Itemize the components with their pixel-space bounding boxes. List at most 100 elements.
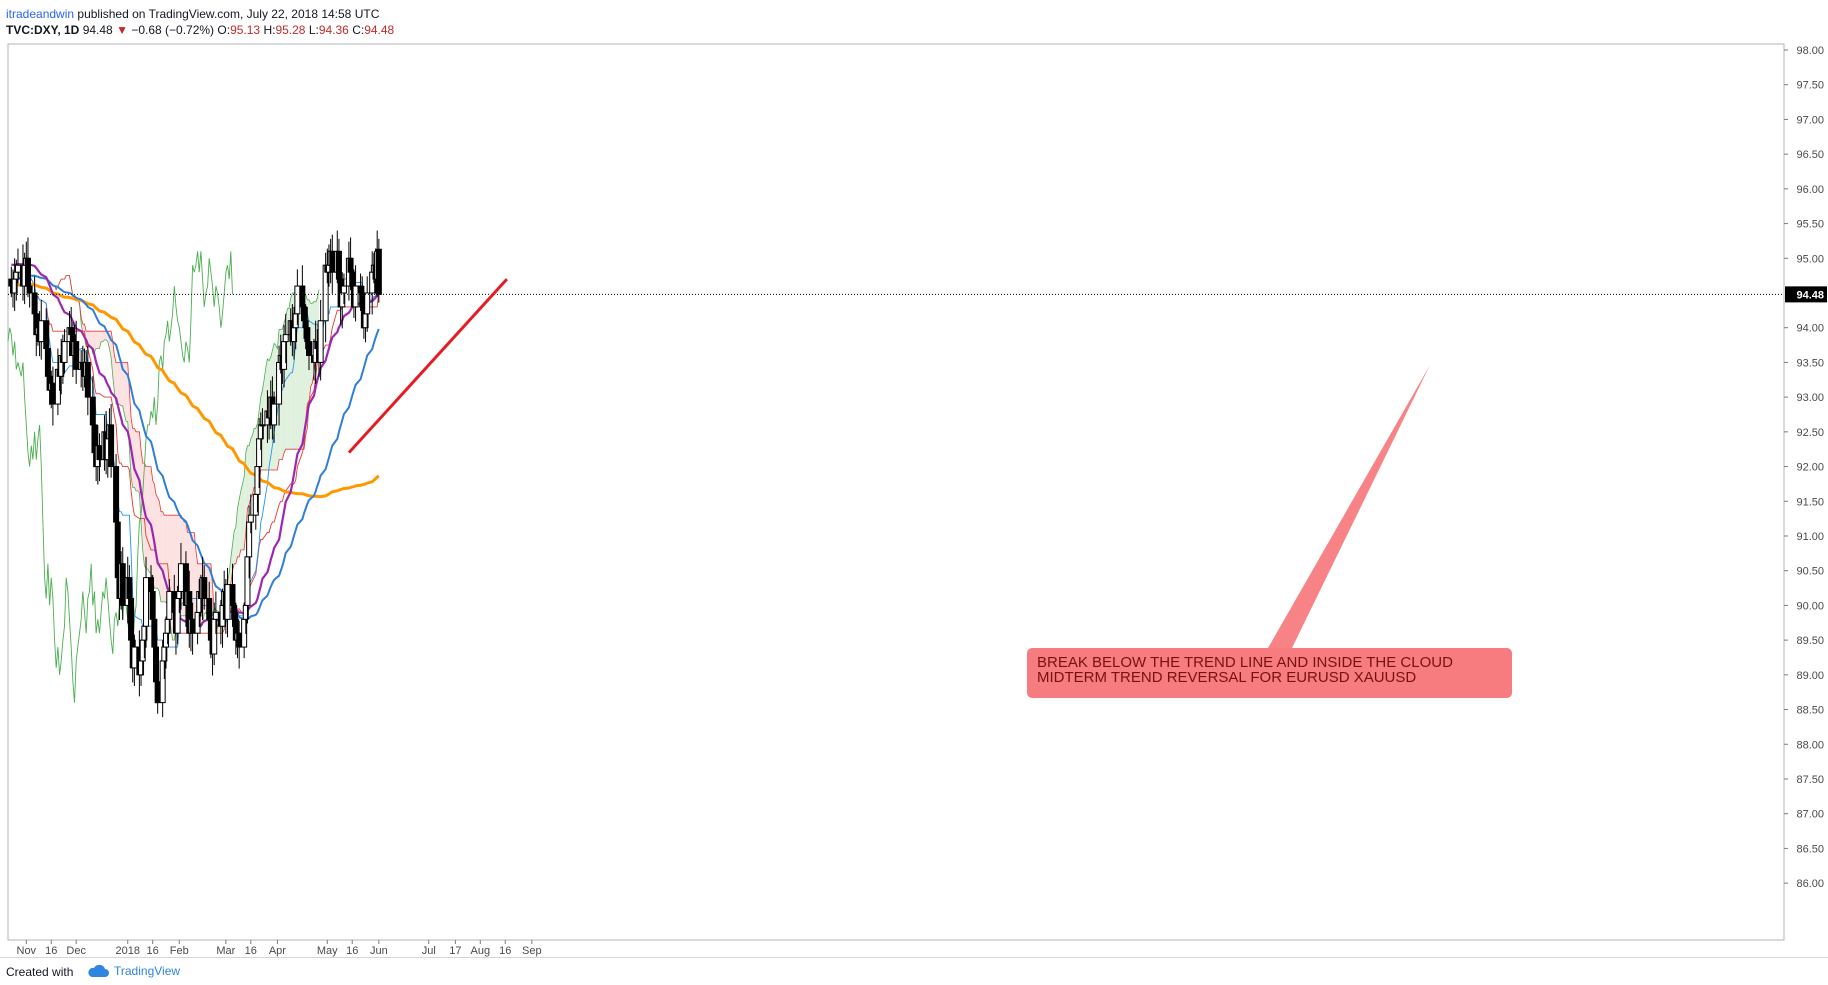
candles xyxy=(8,230,382,718)
last-price: 94.48 xyxy=(82,23,113,37)
cloud-segment xyxy=(97,331,100,349)
cloud-segment xyxy=(102,331,105,342)
y-tick-label: 96.50 xyxy=(1796,149,1824,161)
candle xyxy=(352,265,359,322)
author-link[interactable]: itradeandwin xyxy=(6,7,75,21)
candle xyxy=(247,494,254,534)
candle xyxy=(259,408,266,440)
candle xyxy=(108,404,115,478)
cloud-segment xyxy=(104,331,107,340)
candle xyxy=(61,329,68,374)
y-tick-label: 95.00 xyxy=(1796,253,1824,265)
x-tick-label: Jul xyxy=(422,945,436,957)
candle-body xyxy=(96,445,103,461)
candle-body xyxy=(247,514,254,523)
candle-body xyxy=(317,320,324,363)
cloud-segment xyxy=(235,508,238,564)
y-tick-label: 89.00 xyxy=(1796,670,1824,682)
candle-body xyxy=(131,646,138,669)
cloud-segment xyxy=(136,431,138,491)
cloud-segment xyxy=(250,435,253,498)
candle-body xyxy=(201,577,208,599)
sma-200-line xyxy=(11,282,380,499)
candle xyxy=(306,329,313,371)
candle-body xyxy=(61,341,68,363)
x-tick-label: 16 xyxy=(45,945,57,957)
candle-body xyxy=(224,584,231,620)
high-value: 95.28 xyxy=(275,23,306,37)
cloud-segment xyxy=(149,466,152,573)
x-tick-label: 2018 xyxy=(115,945,139,957)
cloud-segment xyxy=(122,362,125,415)
candle xyxy=(317,299,324,381)
candle-body xyxy=(329,250,336,273)
candle-body xyxy=(49,382,56,405)
x-tick-label: Nov xyxy=(17,945,37,957)
candle-body xyxy=(38,320,45,343)
plot-frame xyxy=(7,43,1785,941)
y-tick-label: 92.50 xyxy=(1796,427,1824,439)
y-tick-label: 95.50 xyxy=(1796,219,1824,231)
cloud-segment xyxy=(252,428,255,495)
cloud-segment xyxy=(151,466,153,582)
last-price-label: 94.48 xyxy=(1796,289,1824,301)
candle xyxy=(271,391,278,443)
candle xyxy=(201,565,208,610)
candle xyxy=(73,320,80,384)
candle-body xyxy=(271,403,278,426)
candle-body xyxy=(340,285,347,294)
candle-body xyxy=(352,285,359,308)
x-tick-label: 16 xyxy=(499,945,511,957)
cloud-segment xyxy=(154,483,157,589)
x-tick-label: Feb xyxy=(170,945,189,957)
cloud-segment xyxy=(121,362,123,406)
x-tick-label: 16 xyxy=(147,945,159,957)
x-tick-label: May xyxy=(317,945,338,957)
candle-body xyxy=(236,632,243,648)
x-tick-label: Aug xyxy=(471,945,491,957)
cloud-segment xyxy=(230,544,233,585)
candle xyxy=(375,238,382,303)
y-tick-label: 91.00 xyxy=(1796,531,1824,543)
footer: Created with TradingView xyxy=(0,957,1828,985)
cloud-segment xyxy=(297,292,300,450)
annotation-callout[interactable]: BREAK BELOW THE TREND LINE AND INSIDE TH… xyxy=(1027,648,1512,698)
candle xyxy=(143,556,150,648)
cloud-icon xyxy=(88,964,109,977)
publisher-line: itradeandwin published on TradingView.co… xyxy=(6,6,379,22)
cloud-segment xyxy=(96,331,98,349)
cloud-segment xyxy=(124,362,127,422)
senkou-span-b xyxy=(54,275,320,634)
cloud-segment xyxy=(89,331,92,347)
candle-body xyxy=(166,591,173,620)
y-tick-label: 86.00 xyxy=(1796,878,1824,890)
candle-body xyxy=(73,341,80,370)
y-tick-label: 96.00 xyxy=(1796,184,1824,196)
candle-body xyxy=(143,577,150,627)
x-tick-label: Jun xyxy=(370,945,388,957)
created-with-label: Created with xyxy=(6,965,74,979)
candle-body xyxy=(189,618,196,634)
candle xyxy=(364,276,371,332)
cloud-segment xyxy=(114,355,117,405)
tradingview-brand[interactable]: TradingView xyxy=(86,964,180,978)
change-value: −0.68 (−0.72%) xyxy=(131,23,215,37)
high-label: H: xyxy=(263,23,276,37)
cloud-segment xyxy=(156,494,158,589)
cloud-segment xyxy=(240,483,243,550)
y-tick-label: 93.00 xyxy=(1796,392,1824,404)
y-tick-label: 92.00 xyxy=(1796,462,1824,474)
x-tick-label: Apr xyxy=(269,945,286,957)
last-price-badge xyxy=(1785,286,1827,303)
candle-body xyxy=(84,361,91,398)
candle-body xyxy=(212,611,219,620)
cloud-segment xyxy=(300,292,303,450)
y-tick-label: 87.00 xyxy=(1796,809,1824,821)
y-tick-label: 89.50 xyxy=(1796,635,1824,647)
price-chart[interactable]: 98.00 97.50 97.00 96.50 96.00 95.50 95.00 94.00… xyxy=(0,0,1828,957)
low-value: 94.36 xyxy=(318,23,349,37)
x-tick-label: Dec xyxy=(66,945,86,957)
cloud-segment xyxy=(162,511,165,602)
y-tick-label: 88.00 xyxy=(1796,739,1824,751)
candle-body xyxy=(119,563,126,606)
